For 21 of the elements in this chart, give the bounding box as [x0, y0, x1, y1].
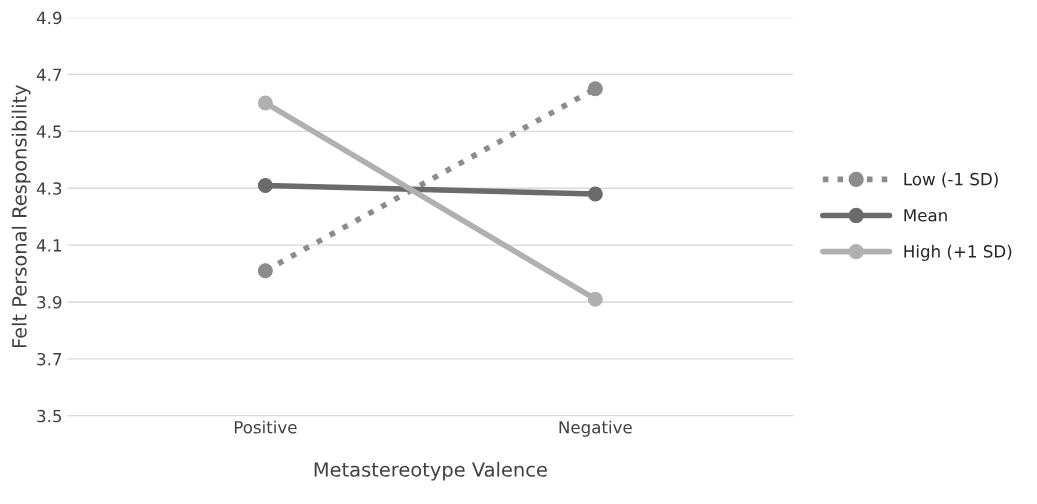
y-tick-label: 4.5	[36, 125, 62, 138]
legend-label: Low (-1 SD)	[904, 172, 998, 188]
point	[587, 81, 603, 97]
y-tick-label: 4.3	[36, 182, 62, 195]
point	[587, 186, 603, 202]
y-tick-label: 4.7	[36, 68, 62, 81]
legend-label: High (+1 SD)	[904, 244, 1012, 261]
y-axis-title: Felt Personal Responsibility	[11, 84, 31, 348]
legend-label: Mean	[904, 209, 947, 222]
point	[587, 291, 603, 307]
x-tick-label: Positive	[234, 420, 297, 434]
point	[257, 177, 273, 193]
x-tick-label: Negative	[559, 420, 632, 437]
point	[257, 263, 273, 279]
y-tick-label: 3.9	[37, 296, 62, 309]
y-tick-label: 4.9	[36, 11, 62, 25]
y-tick-label: 3.7	[37, 352, 62, 366]
x-axis-title: Metastereotype Valence	[314, 461, 547, 481]
y-tick-label: 3.5	[37, 409, 62, 423]
point	[257, 95, 273, 111]
y-tick-label: 4.1	[36, 239, 62, 252]
